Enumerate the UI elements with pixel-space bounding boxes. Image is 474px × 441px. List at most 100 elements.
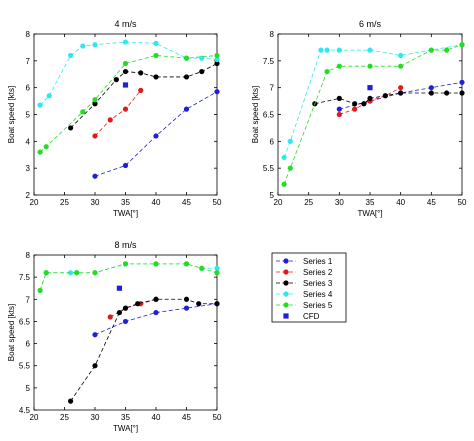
data-point — [92, 363, 98, 369]
data-point — [444, 90, 450, 96]
data-point — [153, 296, 159, 302]
y-tick-label: 7 — [270, 84, 275, 93]
data-point — [183, 106, 190, 112]
axes-box — [33, 33, 218, 196]
series-line — [39, 41, 218, 106]
data-point — [214, 56, 220, 63]
y-tick-label: 6 — [26, 340, 31, 349]
data-point — [398, 85, 404, 91]
data-point — [116, 309, 122, 316]
data-point — [199, 265, 205, 271]
data-point — [135, 301, 141, 307]
legend-label: CFD — [303, 312, 320, 321]
legend-entry: Series 1 — [276, 257, 333, 266]
y-tick-label: 4 — [26, 137, 31, 146]
y-tick-label: 6 — [26, 84, 31, 93]
data-point — [352, 101, 358, 107]
data-point — [74, 270, 80, 276]
series-series-5 — [281, 42, 465, 187]
y-tick-label: 6.5 — [19, 317, 31, 326]
data-point — [46, 93, 52, 99]
data-point — [444, 47, 450, 53]
legend-marker — [283, 291, 289, 297]
axes-box — [33, 254, 218, 411]
x-tick-label: 20 — [274, 198, 283, 207]
data-point — [459, 79, 465, 85]
x-tick-label: 50 — [213, 413, 222, 422]
data-point — [367, 95, 373, 101]
series-series-3 — [68, 296, 220, 404]
cfd-point — [116, 285, 122, 291]
data-point — [287, 138, 293, 144]
legend-label: Series 5 — [303, 301, 333, 310]
y-tick-label: 8 — [26, 251, 31, 260]
data-point — [367, 47, 373, 53]
data-point — [92, 42, 98, 48]
data-point — [153, 133, 159, 139]
data-point — [153, 52, 159, 59]
data-point — [281, 181, 287, 187]
legend-label: Series 4 — [303, 290, 333, 299]
data-point — [183, 55, 190, 61]
legend-entry: Series 4 — [276, 290, 333, 299]
data-point — [113, 77, 119, 83]
legend-entry: CFD — [283, 312, 320, 321]
x-tick-label: 40 — [396, 198, 405, 207]
data-point — [428, 90, 434, 96]
data-point — [122, 318, 129, 325]
data-point — [398, 63, 404, 69]
y-tick-label: 3 — [26, 164, 31, 173]
data-point — [122, 162, 129, 169]
data-point — [92, 97, 98, 103]
data-point — [92, 101, 98, 107]
data-point — [336, 106, 342, 112]
x-tick-label: 40 — [152, 198, 161, 207]
y-tick-label: 8 — [270, 30, 275, 39]
x-tick-label: 25 — [60, 198, 69, 207]
data-point — [459, 90, 465, 96]
x-tick-label: 25 — [60, 413, 69, 422]
legend-entry: Series 5 — [276, 301, 333, 310]
legend-entry: Series 3 — [276, 279, 333, 288]
y-axis-label: Boat speed [kts] — [7, 86, 16, 143]
series-series-5 — [37, 52, 220, 155]
x-tick-label: 40 — [152, 413, 161, 422]
data-point — [361, 101, 367, 107]
data-point — [428, 47, 434, 53]
data-point — [138, 87, 144, 93]
data-point — [37, 149, 43, 155]
data-point — [68, 270, 74, 276]
data-point — [214, 52, 220, 59]
x-tick-label: 50 — [213, 198, 222, 207]
data-point — [107, 314, 113, 320]
data-point — [214, 60, 220, 67]
data-point — [281, 154, 287, 161]
x-tick-label: 45 — [427, 198, 436, 207]
data-point — [122, 106, 129, 112]
data-point — [196, 301, 202, 307]
legend-marker — [283, 258, 289, 264]
y-tick-label: 4.5 — [19, 406, 31, 415]
y-tick-label: 7.5 — [263, 57, 275, 66]
y-axis-label: Boat speed [kts] — [251, 86, 260, 143]
legend-entry: Series 2 — [276, 268, 333, 277]
data-point — [153, 261, 159, 267]
x-axis-label: TWA[°] — [113, 209, 138, 218]
x-tick-label: 30 — [335, 198, 344, 207]
cfd-point — [122, 82, 129, 88]
data-point — [183, 261, 190, 267]
data-point — [122, 68, 129, 75]
data-point — [428, 85, 434, 91]
data-point — [37, 102, 43, 108]
data-point — [68, 52, 74, 59]
data-point — [214, 265, 220, 271]
data-point — [367, 63, 373, 69]
data-point — [92, 133, 98, 139]
data-point — [80, 43, 86, 49]
y-tick-label: 5 — [26, 111, 31, 120]
series-series-2 — [92, 87, 144, 139]
y-tick-label: 8 — [26, 30, 31, 39]
series-line — [314, 92, 462, 105]
data-point — [122, 305, 129, 311]
